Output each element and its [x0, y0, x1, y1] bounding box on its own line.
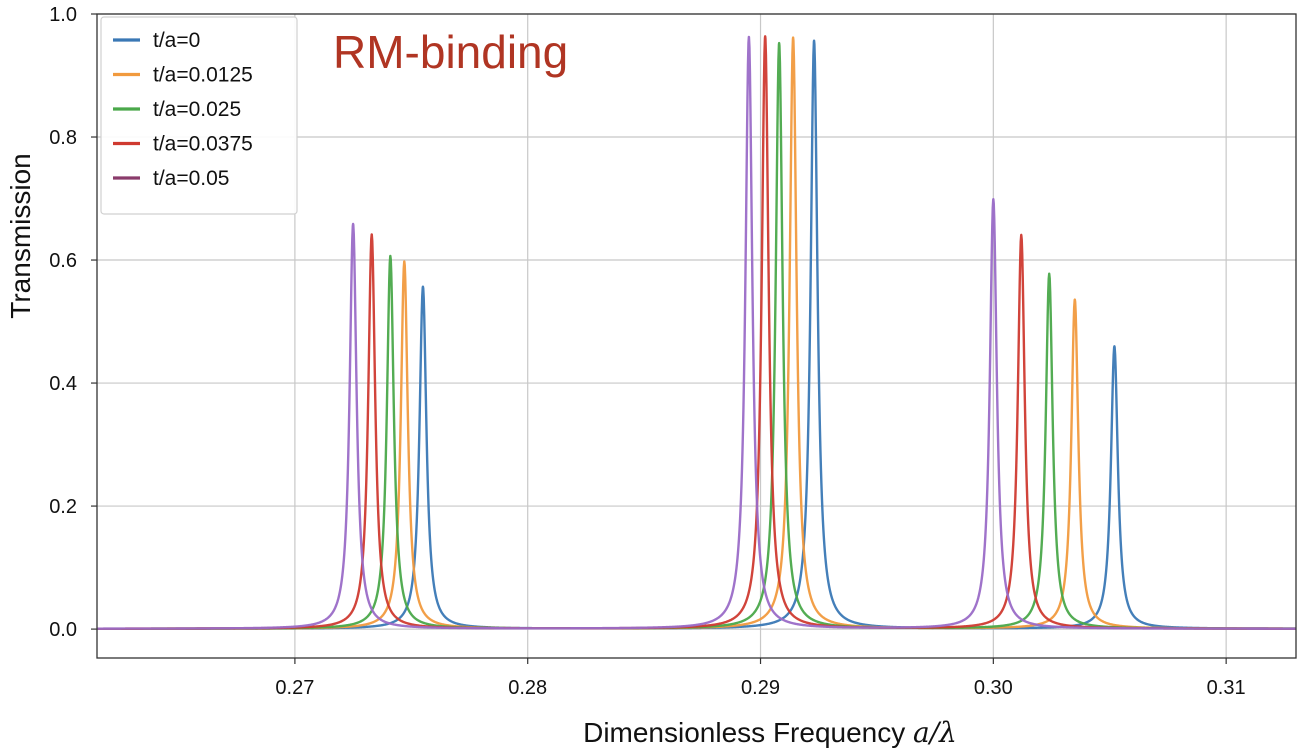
series-layer [96, 35, 1297, 630]
legend-label: t/a=0 [153, 29, 200, 52]
x-axis-label-math: a/λ [913, 716, 957, 749]
tick-layer: 0.27 0.28 0.29 0.30 0.31 0.0 0.2 0.4 0.6 0.8 1.0 [49, 4, 1245, 699]
x-tick-label: 0.28 [508, 677, 547, 699]
y-tick-label: 1.0 [49, 4, 77, 26]
x-tick-label: 0.29 [741, 677, 780, 699]
x-tick-label: 0.27 [275, 677, 314, 699]
y-tick-label: 0.4 [49, 373, 77, 395]
legend-box [100, 16, 298, 215]
legend-items: t/a=0 t/a=0.0125 t/a=0.025 t/a=0.0375 t/a=0.… [113, 29, 253, 190]
legend-label: t/a=0.0375 [153, 133, 253, 156]
plot-frame [96, 13, 1297, 659]
legend: t/a=0 t/a=0.0125 t/a=0.025 t/a=0.0375 t/a=0.… [100, 16, 298, 215]
y-tick-label: 0.6 [49, 250, 77, 272]
x-axis-label-text: Dimensionless Frequency [583, 717, 905, 748]
y-tick-label: 0.2 [49, 496, 77, 518]
x-tick-label: 0.31 [1207, 677, 1246, 699]
x-axis-label: Dimensionless Frequency a/λ [583, 716, 957, 749]
legend-label: t/a=0.0125 [153, 64, 253, 87]
legend-label: t/a=0.05 [153, 167, 229, 190]
series-line-5 [96, 35, 1297, 630]
rm-binding-annotation: RM-binding [333, 26, 568, 78]
x-tick-label: 0.30 [974, 677, 1013, 699]
y-tick-label: 0.8 [49, 127, 77, 149]
legend-label: t/a=0.025 [153, 98, 241, 121]
y-axis-label: Transmission [5, 153, 36, 318]
y-tick-label: 0.0 [49, 619, 77, 641]
